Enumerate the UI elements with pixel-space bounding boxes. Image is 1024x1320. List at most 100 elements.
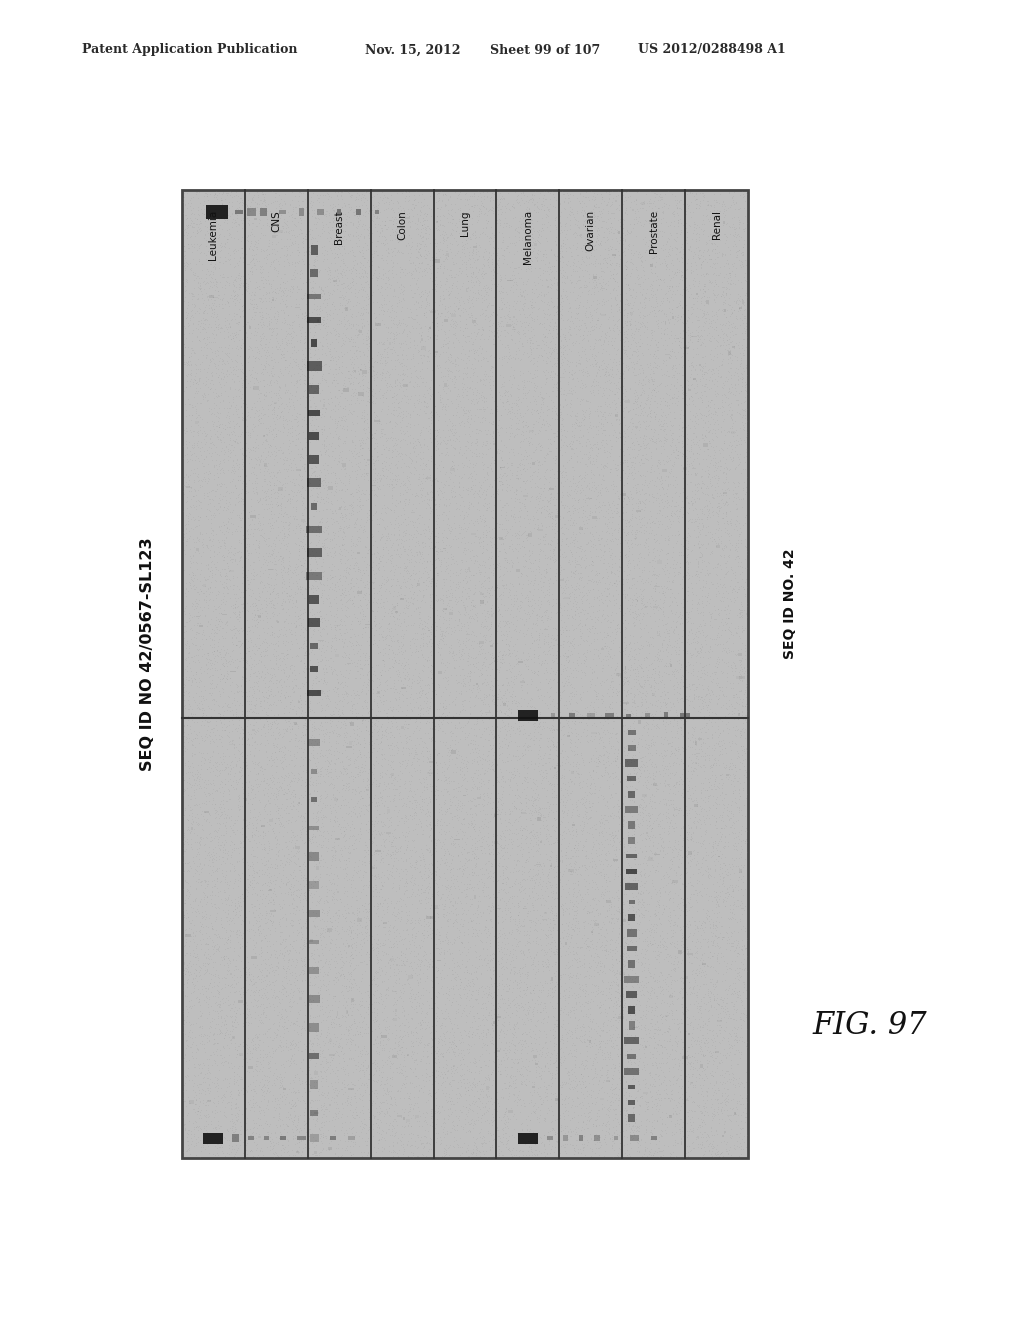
Point bbox=[657, 718, 674, 739]
Point bbox=[505, 576, 521, 597]
Point bbox=[304, 227, 321, 248]
Point bbox=[553, 789, 569, 810]
Point bbox=[300, 1118, 316, 1139]
Point bbox=[269, 586, 286, 607]
Point bbox=[664, 1089, 680, 1110]
Point bbox=[654, 788, 671, 809]
Point bbox=[722, 244, 738, 265]
Point bbox=[301, 380, 317, 401]
Point bbox=[732, 1027, 749, 1048]
Point bbox=[199, 440, 215, 461]
Point bbox=[181, 550, 198, 572]
Bar bbox=[564, 598, 570, 599]
Point bbox=[722, 599, 738, 620]
Point bbox=[236, 1090, 252, 1111]
Point bbox=[374, 459, 390, 480]
Point bbox=[636, 715, 652, 737]
Point bbox=[211, 983, 227, 1005]
Point bbox=[181, 788, 198, 809]
Point bbox=[555, 803, 571, 824]
Point bbox=[258, 1047, 274, 1068]
Point bbox=[285, 198, 301, 219]
Point bbox=[400, 524, 417, 545]
Point bbox=[331, 517, 347, 539]
Point bbox=[259, 935, 275, 956]
Point bbox=[371, 1018, 387, 1039]
Point bbox=[583, 218, 599, 239]
Point bbox=[668, 1134, 684, 1155]
Point bbox=[216, 1052, 232, 1073]
Point bbox=[634, 688, 650, 709]
Point bbox=[322, 422, 338, 444]
Point bbox=[176, 183, 193, 205]
Point bbox=[611, 409, 628, 430]
Point bbox=[570, 433, 587, 454]
Point bbox=[700, 359, 717, 380]
Point bbox=[723, 186, 739, 207]
Point bbox=[238, 1139, 254, 1160]
Point bbox=[423, 817, 439, 838]
Point bbox=[413, 566, 429, 587]
Point bbox=[182, 813, 199, 834]
Point bbox=[444, 309, 461, 330]
Point bbox=[724, 903, 740, 924]
Point bbox=[541, 305, 557, 326]
Point bbox=[544, 583, 560, 605]
Bar bbox=[433, 906, 438, 908]
Point bbox=[599, 396, 615, 417]
Point bbox=[441, 520, 458, 541]
Point bbox=[475, 370, 492, 391]
Point bbox=[594, 983, 610, 1005]
Point bbox=[615, 1028, 632, 1049]
Point bbox=[353, 279, 370, 300]
Point bbox=[370, 279, 386, 300]
Point bbox=[279, 821, 295, 842]
Point bbox=[590, 280, 606, 301]
Point bbox=[477, 399, 494, 420]
Point bbox=[568, 187, 585, 209]
Point bbox=[494, 924, 510, 945]
Point bbox=[512, 721, 528, 742]
Point bbox=[223, 459, 240, 480]
Point bbox=[217, 477, 233, 498]
Point bbox=[685, 696, 701, 717]
Point bbox=[353, 681, 370, 702]
Point bbox=[709, 891, 725, 912]
Point bbox=[596, 609, 612, 630]
Point bbox=[294, 902, 310, 923]
Point bbox=[466, 862, 482, 883]
Point bbox=[229, 504, 246, 525]
Point bbox=[712, 1015, 728, 1036]
Point bbox=[529, 648, 546, 669]
Point bbox=[338, 681, 354, 702]
Point bbox=[300, 826, 316, 847]
Point bbox=[225, 565, 242, 586]
Point bbox=[517, 768, 534, 789]
Point bbox=[308, 1109, 325, 1130]
Point bbox=[722, 383, 738, 404]
Point bbox=[404, 545, 421, 566]
Point bbox=[335, 964, 351, 985]
Point bbox=[625, 329, 641, 350]
Point bbox=[441, 694, 458, 715]
Point bbox=[361, 758, 378, 779]
Point bbox=[436, 351, 453, 372]
Point bbox=[237, 537, 253, 558]
Point bbox=[306, 974, 323, 995]
Point bbox=[272, 1069, 289, 1090]
Point bbox=[372, 1030, 388, 1051]
Point bbox=[304, 686, 321, 708]
Point bbox=[667, 744, 683, 766]
Point bbox=[205, 416, 221, 437]
Point bbox=[394, 1036, 411, 1057]
Point bbox=[674, 356, 690, 378]
Point bbox=[207, 379, 223, 400]
Point bbox=[730, 1030, 746, 1051]
Point bbox=[537, 451, 553, 473]
Point bbox=[343, 813, 359, 834]
Point bbox=[653, 1060, 670, 1081]
Point bbox=[466, 308, 482, 329]
Point bbox=[253, 354, 269, 375]
Point bbox=[637, 1018, 653, 1039]
Point bbox=[729, 618, 745, 639]
